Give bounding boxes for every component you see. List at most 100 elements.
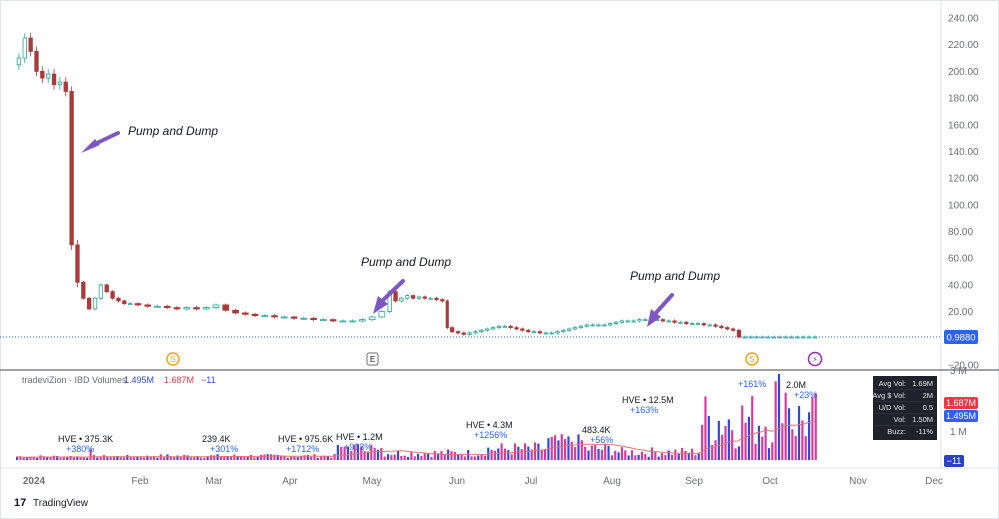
volume-bar — [537, 443, 540, 460]
candle — [46, 73, 51, 79]
time-axis[interactable]: 2024 Feb Mar Apr May Jun Jul Aug Sep Oct Nov Dec — [23, 476, 943, 487]
candle — [771, 336, 777, 339]
candle — [602, 324, 607, 327]
volume-bar — [620, 447, 624, 460]
split-marker-icon[interactable]: S — [166, 352, 180, 366]
volume-label: HVE • 975.6K — [278, 434, 333, 444]
volume-bar — [129, 456, 132, 460]
tradingview-logo[interactable]: 17 TradingView — [14, 497, 89, 509]
volume-bar — [373, 447, 376, 460]
volume-pct-label: +1256% — [474, 430, 507, 440]
svg-text:1 M: 1 M — [950, 427, 967, 438]
volume-bar — [443, 454, 446, 460]
volume-bar — [102, 455, 106, 460]
volume-axis[interactable]: 3 M 1 M 1.687M 1.495M −11 — [944, 366, 978, 467]
svg-text:−11: −11 — [201, 375, 216, 385]
candle — [760, 336, 765, 339]
volume-bar — [590, 445, 593, 460]
candle — [479, 329, 484, 333]
volume-bar — [169, 456, 172, 460]
volume-bar — [29, 456, 32, 460]
volume-bar — [804, 436, 807, 460]
candle — [496, 325, 502, 329]
volume-bar — [610, 455, 613, 460]
volume-pct-label: +56% — [590, 435, 613, 445]
volume-bar — [530, 449, 533, 460]
volume-bar — [460, 454, 463, 460]
annotation-1[interactable]: Pump and Dump — [81, 124, 218, 153]
candle — [440, 299, 445, 302]
brand-name: TradingView — [33, 498, 89, 509]
volume-label: 2.0M — [786, 380, 806, 390]
candle — [34, 50, 39, 72]
volume-bar — [704, 396, 707, 460]
stats-key: Vol: — [893, 415, 906, 424]
volume-bar — [784, 392, 787, 460]
volume-bar — [807, 412, 811, 460]
earnings-marker-icon[interactable]: E — [366, 352, 379, 366]
candle — [590, 324, 595, 327]
volume-bar — [510, 454, 513, 460]
volume-bar — [136, 456, 139, 460]
volume-bar — [76, 456, 79, 460]
candle — [608, 323, 613, 326]
price-axis[interactable]: 240.00 220.00 200.00 180.00 160.00 140.00 120.… — [948, 14, 979, 372]
volume-pct-label: +161% — [738, 379, 766, 389]
volume-bar — [366, 451, 370, 460]
time-tick-label: Dec — [925, 476, 943, 487]
volume-bar — [637, 454, 640, 460]
volume-bar — [754, 443, 757, 460]
candle — [725, 327, 730, 330]
dividend-marker-icon[interactable]: ⚡ — [807, 351, 823, 367]
volume-bar — [751, 395, 754, 460]
candle — [40, 70, 45, 79]
candle — [795, 336, 800, 339]
candle — [766, 336, 771, 339]
volume-bar — [557, 440, 560, 460]
volume-bar — [527, 446, 530, 460]
volume-bar — [406, 456, 410, 460]
candle — [713, 324, 718, 327]
time-tick-label: Sep — [685, 476, 703, 487]
volume-bar — [684, 451, 687, 460]
volume-bar — [410, 452, 413, 460]
volume-bar — [483, 455, 487, 460]
volume-bar — [670, 454, 674, 460]
volume-bar — [467, 449, 470, 460]
volume-bar — [654, 451, 657, 460]
volume-bar — [233, 454, 236, 460]
volume-bar — [627, 455, 630, 460]
candle — [684, 321, 689, 325]
volume-bar — [413, 456, 416, 460]
volume-bar — [420, 456, 423, 460]
volume-bar — [273, 454, 276, 460]
candle — [490, 327, 496, 330]
volume-bar — [353, 444, 356, 460]
volume-bar — [667, 450, 670, 460]
volume-bar — [46, 456, 49, 460]
volume-bar — [764, 426, 767, 460]
annotation-2[interactable]: Pump and Dump — [361, 255, 451, 314]
candle — [122, 300, 127, 305]
volume-bar — [560, 434, 563, 460]
volume-legend[interactable]: tradeviZion · IBD Volumes 1.495M 1.687M … — [22, 375, 216, 385]
volume-bar — [463, 456, 466, 460]
candle — [719, 325, 724, 329]
volume-bar — [16, 456, 19, 460]
svg-text:S: S — [170, 355, 175, 364]
volume-bar — [283, 455, 286, 460]
annotation-3[interactable]: Pump and Dump — [630, 269, 720, 327]
volume-bar — [356, 444, 360, 460]
volume-bar — [340, 446, 343, 460]
volume-bar — [717, 420, 720, 460]
volume-bar — [433, 450, 436, 460]
candle — [707, 324, 712, 327]
volume-bar — [109, 456, 112, 460]
volume-bar — [343, 446, 346, 460]
volume-bar — [570, 441, 573, 460]
volume-bar — [674, 449, 677, 460]
candle — [154, 305, 161, 308]
split-marker-icon[interactable]: S — [745, 352, 759, 366]
volume-bar — [153, 456, 156, 460]
